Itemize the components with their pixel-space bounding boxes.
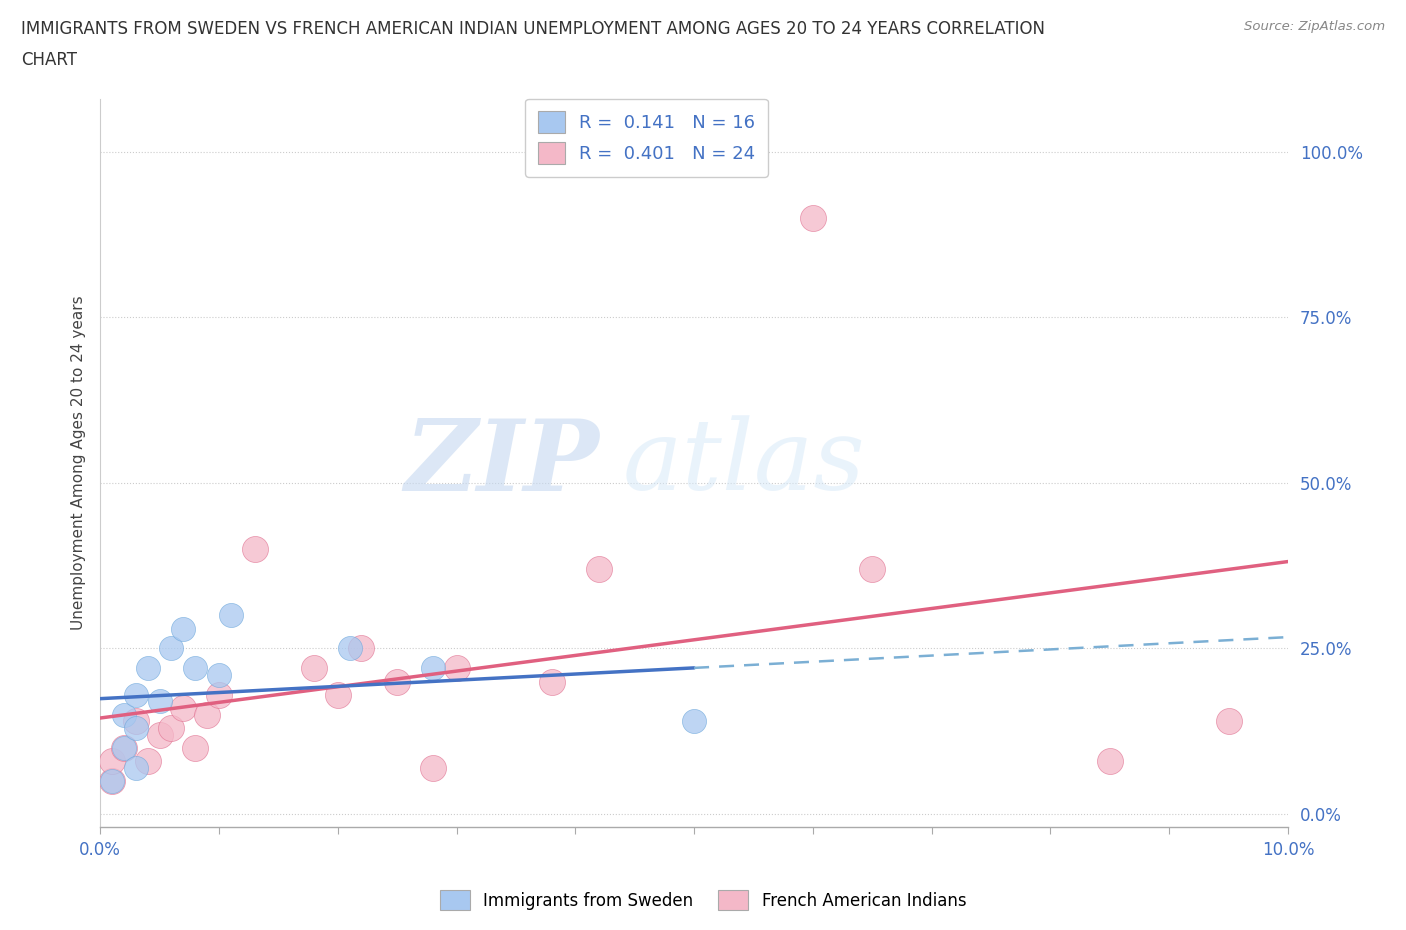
Point: [172, 700, 194, 715]
Point: [101, 753, 124, 768]
Point: [125, 714, 148, 729]
Point: [243, 541, 266, 556]
Point: [195, 708, 218, 723]
Point: [160, 721, 183, 736]
Point: [101, 774, 124, 789]
Point: [1098, 753, 1121, 768]
Point: [112, 708, 135, 723]
Point: [125, 687, 148, 702]
Point: [422, 661, 444, 676]
Point: [148, 694, 170, 709]
Point: [339, 641, 361, 656]
Point: [446, 661, 468, 676]
Point: [172, 621, 194, 636]
Point: [801, 210, 824, 225]
Point: [112, 740, 135, 755]
Point: [184, 661, 207, 676]
Point: [1218, 714, 1240, 729]
Point: [385, 674, 408, 689]
Point: [350, 641, 373, 656]
Legend: R =  0.141   N = 16, R =  0.401   N = 24: R = 0.141 N = 16, R = 0.401 N = 24: [524, 99, 768, 177]
Point: [422, 760, 444, 775]
Point: [588, 562, 610, 577]
Point: [683, 714, 706, 729]
Point: [219, 608, 242, 623]
Text: Source: ZipAtlas.com: Source: ZipAtlas.com: [1244, 20, 1385, 33]
Point: [148, 727, 170, 742]
Point: [208, 668, 231, 683]
Point: [125, 721, 148, 736]
Point: [208, 687, 231, 702]
Point: [860, 562, 883, 577]
Point: [101, 774, 124, 789]
Point: [112, 740, 135, 755]
Point: [136, 753, 159, 768]
Point: [136, 661, 159, 676]
Point: [302, 661, 325, 676]
Legend: Immigrants from Sweden, French American Indians: Immigrants from Sweden, French American …: [433, 884, 973, 917]
Text: ZIP: ZIP: [404, 415, 599, 512]
Point: [326, 687, 349, 702]
Text: IMMIGRANTS FROM SWEDEN VS FRENCH AMERICAN INDIAN UNEMPLOYMENT AMONG AGES 20 TO 2: IMMIGRANTS FROM SWEDEN VS FRENCH AMERICA…: [21, 20, 1045, 38]
Point: [160, 641, 183, 656]
Point: [540, 674, 562, 689]
Y-axis label: Unemployment Among Ages 20 to 24 years: Unemployment Among Ages 20 to 24 years: [72, 296, 86, 631]
Text: atlas: atlas: [623, 416, 866, 511]
Text: CHART: CHART: [21, 51, 77, 69]
Point: [184, 740, 207, 755]
Point: [125, 760, 148, 775]
